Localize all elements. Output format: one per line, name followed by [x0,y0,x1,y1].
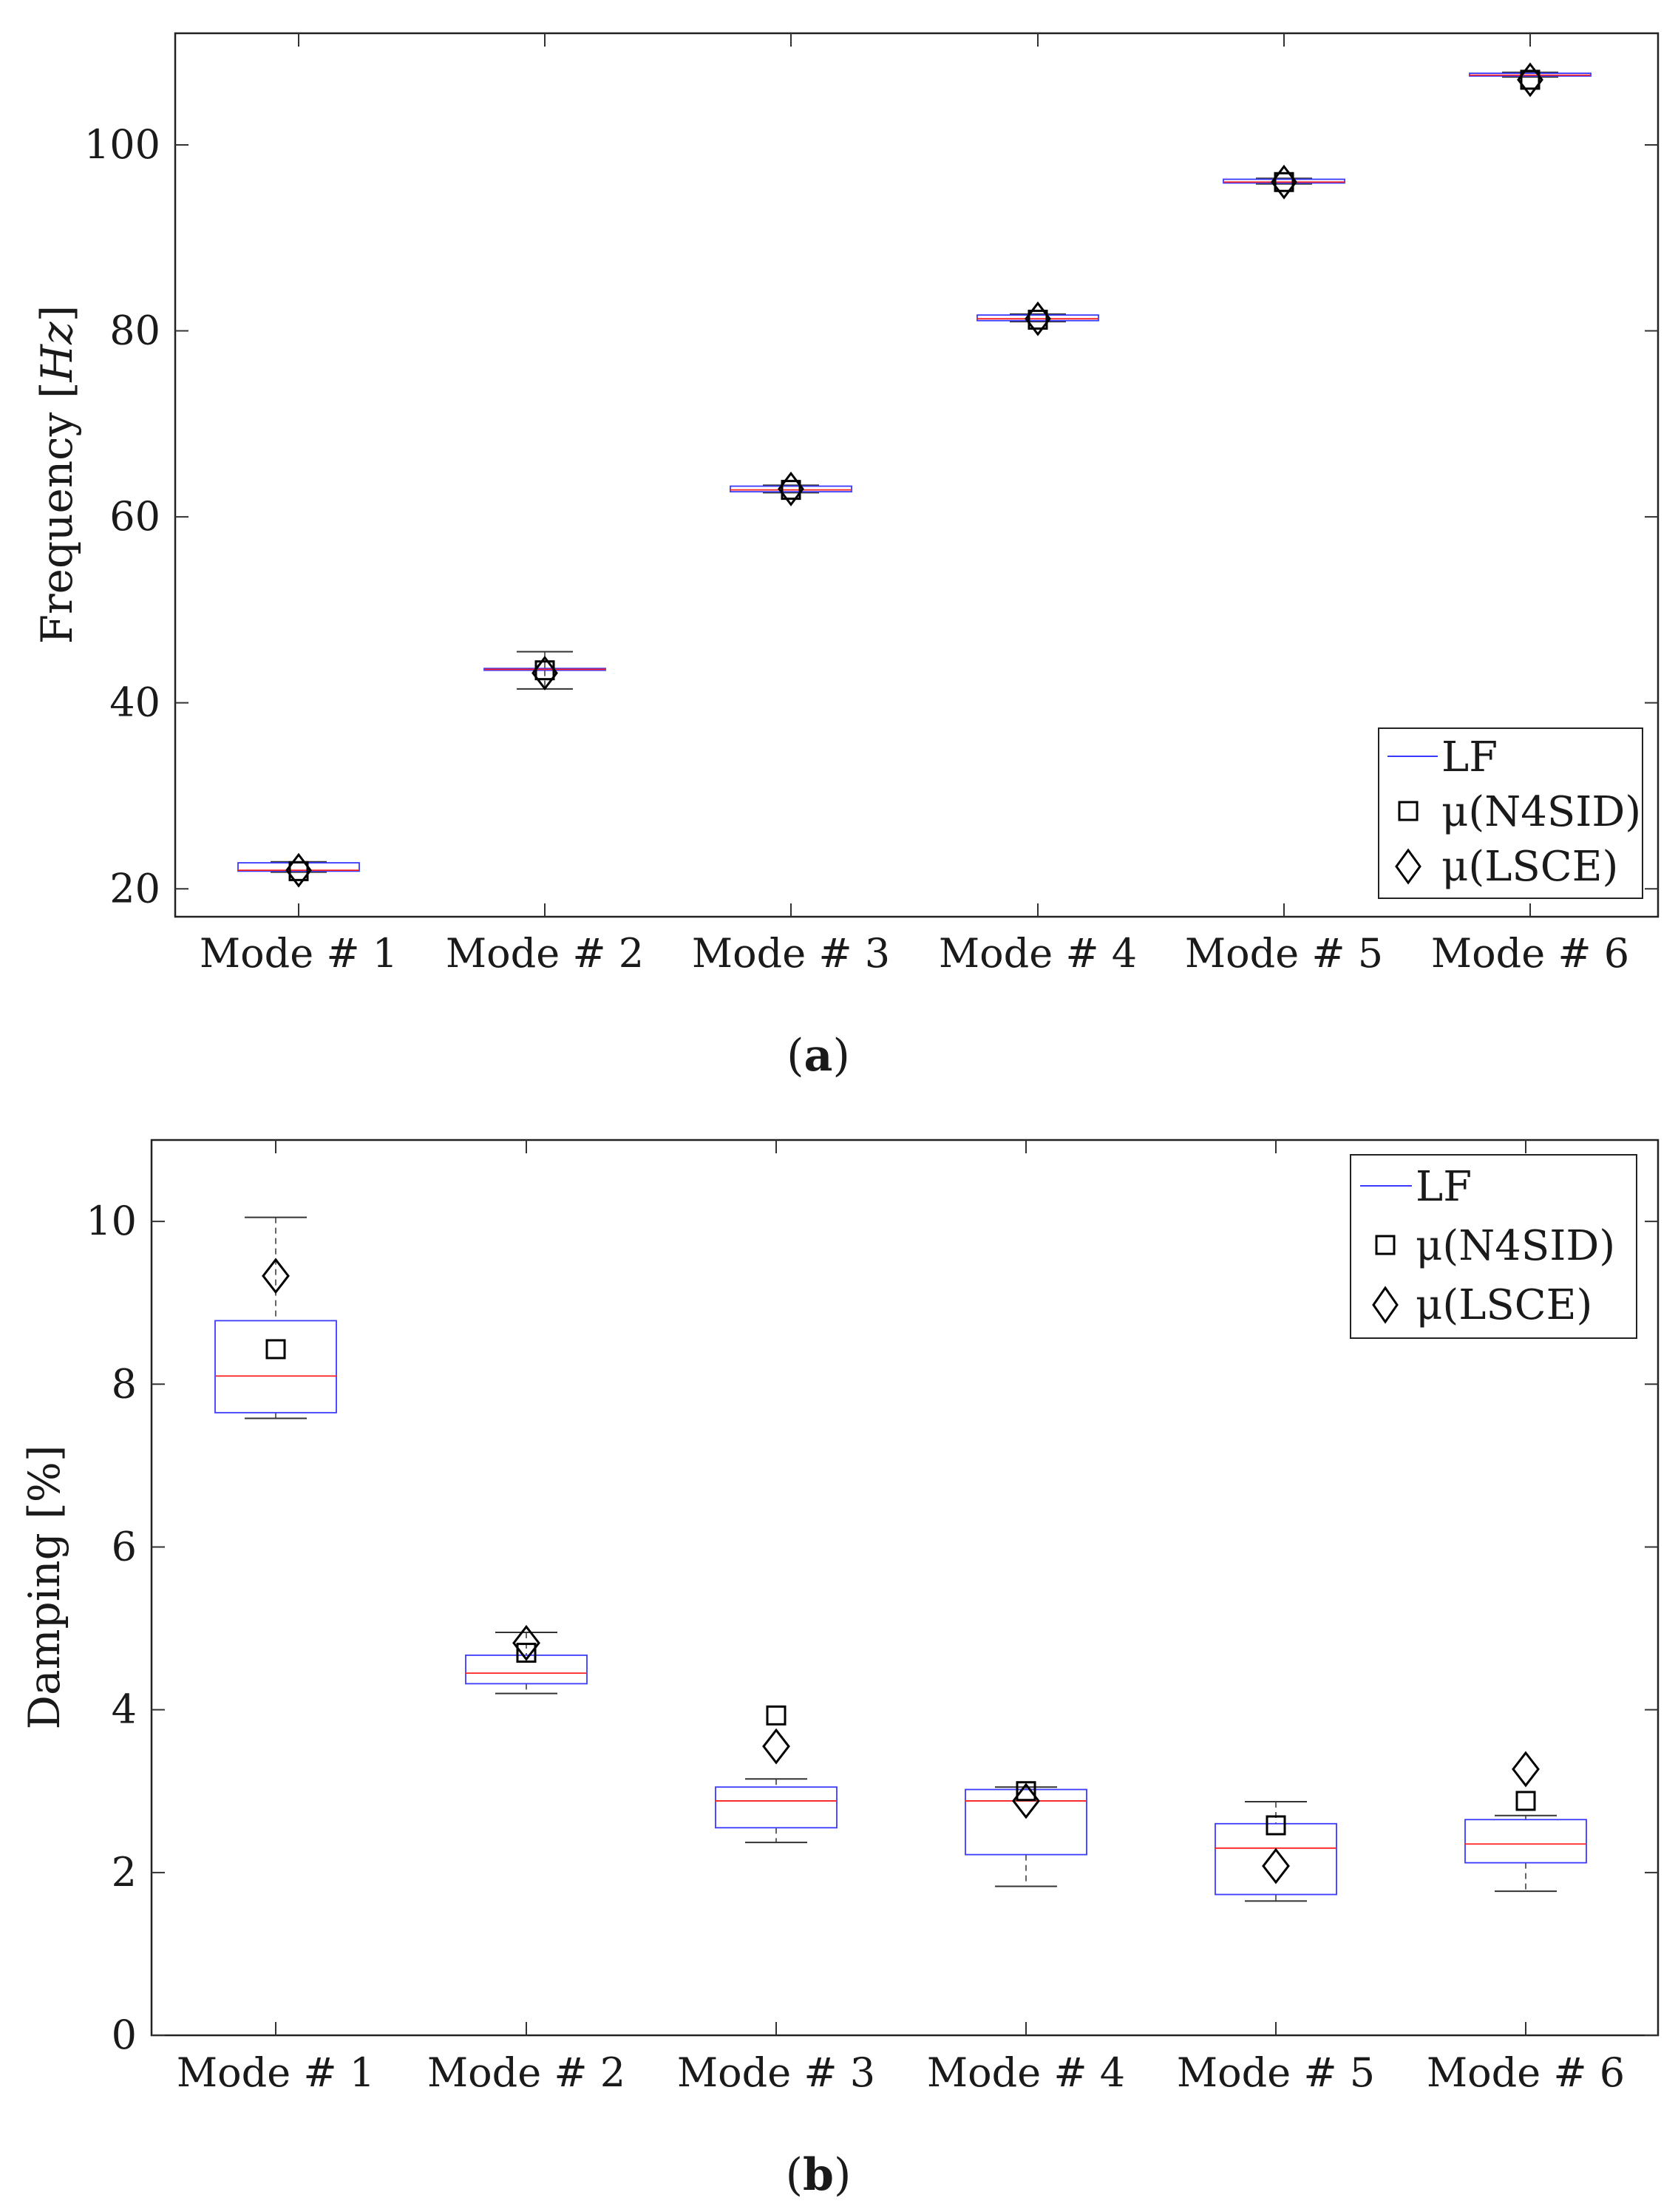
panel-a-caption: (a) [787,1030,850,1082]
panel-a-lsce-marker-mode-2 [531,655,558,691]
box-iqr [1223,178,1345,184]
box-iqr [214,1320,337,1414]
panel-b-legend-lsce-marker [1372,1286,1399,1324]
panel-b-x-tick-label: Mode # 3 [677,2049,875,2096]
panel-b-lsce-marker-mode-2 [512,1624,540,1661]
panel-b-n4sid-marker-mode-6 [1515,1791,1536,1811]
panel-b-legend-n4sid-label: μ(N4SID) [1416,1222,1615,1270]
panel-b-y-tick-label: 8 [112,1360,137,1407]
panel-b-n4sid-marker-mode-5 [1266,1815,1286,1836]
panel-a-legend-lsce-marker [1395,848,1421,885]
panel-a-box-mode-3 [730,484,852,494]
panel-a-x-tick-label: Mode # 4 [939,930,1137,977]
panel-b-markers [262,1258,1540,1884]
panel-a-lsce-marker-mode-1 [285,852,312,888]
panel-b-y-tick-label: 10 [86,1198,137,1244]
panel-b-lsce-marker-mode-5 [1262,1848,1290,1884]
box-iqr [1464,1819,1587,1864]
panel-b-legend-lf-label: LF [1416,1163,1472,1211]
panel-a-y-ticks: 20 40 60 80 100 [84,121,1658,912]
panel-a-n4sid-marker-mode-5 [1274,172,1294,192]
panel-a-x-tick-label: Mode # 5 [1185,930,1383,977]
panel-a-x-tick-label: Mode # 3 [692,930,890,977]
box-iqr [715,1786,838,1829]
panel-a-box-mode-5 [1223,177,1345,185]
panel-a-legend-n4sid-label: μ(N4SID) [1441,788,1641,836]
panel-a-n4sid-marker-mode-6 [1520,69,1541,90]
panel-b-box-mode-6 [1464,1814,1587,1893]
panel-a-x-tick-label: Mode # 2 [446,930,644,977]
panel-b-y-tick-label: 6 [112,1523,137,1570]
panel-b-lsce-marker-mode-6 [1512,1751,1540,1788]
panel-b-n4sid-marker-mode-3 [766,1705,787,1726]
panel-b-n4sid-marker-mode-2 [516,1643,537,1663]
panel-b-box-mode-2 [465,1632,588,1694]
panel-a-y-tick-label: 20 [109,865,160,912]
panel-a-lsce-marker-mode-3 [778,471,804,506]
panel-b-n4sid-marker-mode-1 [265,1339,286,1360]
panel-b-legend: LF μ(N4SID) μ(LSCE) [1350,1154,1637,1339]
panel-a-x-tick-label: Mode # 1 [200,930,398,977]
box-iqr [965,1788,1087,1856]
panel-b-lsce-marker-mode-3 [762,1728,790,1765]
panel-b-y-axis-label: Damping [%] [19,1445,69,1729]
box-iqr [465,1654,588,1685]
panel-b-legend-lsce-label: μ(LSCE) [1416,1281,1592,1329]
panel-a-legend-n4sid-marker [1398,801,1419,821]
panel-a-y-tick-label: 80 [109,308,160,354]
panel-b-damping: 0 2 4 6 8 10 Mode # 1 Mode # 2 Mode # 3 Mode # 4… [19,1139,1660,2201]
panel-b-lsce-marker-mode-4 [1012,1782,1040,1819]
box-iqr [1215,1822,1337,1896]
panel-a-x-tick-label: Mode # 6 [1431,930,1629,977]
panel-b-x-tick-label: Mode # 2 [427,2049,625,2096]
panel-b-caption: (b) [786,2149,852,2201]
panel-a-boxes [237,71,1592,873]
panel-a-y-tick-label: 40 [109,679,160,726]
panel-b-x-tick-label: Mode # 6 [1427,2049,1625,2096]
panel-a-y-tick-label: 100 [84,121,160,168]
panel-a-n4sid-marker-mode-3 [781,480,801,501]
panel-a-y-tick-label: 60 [109,493,160,540]
panel-a-markers [285,62,1543,888]
panel-a-n4sid-marker-mode-4 [1027,309,1048,330]
panel-a-y-axis-label: Frequency [Hz] [32,305,82,645]
panel-b-x-tick-label: Mode # 1 [177,2049,375,2096]
panel-b-y-tick-label: 0 [112,2012,137,2058]
panel-b-x-tick-label: Mode # 5 [1177,2049,1375,2096]
panel-b-x-ticks: Mode # 1 Mode # 2 Mode # 3 Mode # 4 Mode # 5… [177,1140,1625,2096]
panel-b-legend-box [1350,1154,1637,1339]
panel-b-n4sid-marker-mode-4 [1016,1781,1036,1802]
panel-b-x-tick-label: Mode # 4 [927,2049,1125,2096]
panel-b-box-mode-3 [715,1778,838,1844]
panel-a-box-mode-6 [1469,71,1592,78]
panel-a-lsce-marker-mode-5 [1271,164,1297,200]
panel-b-y-tick-label: 2 [112,1849,137,1896]
panel-a-x-ticks: Mode # 1 Mode # 2 Mode # 3 Mode # 4 Mode # 5… [200,33,1629,977]
panel-a-lsce-marker-mode-4 [1025,301,1051,336]
panel-b-boxes [214,1216,1587,1902]
panel-a-n4sid-marker-mode-1 [288,861,309,881]
panel-b-y-tick-label: 4 [112,1686,137,1733]
panel-a-legend: LF μ(N4SID) μ(LSCE) [1378,727,1643,899]
panel-b-lsce-marker-mode-1 [262,1258,290,1295]
panel-b-box-mode-1 [214,1216,337,1419]
box-iqr [730,485,852,493]
box-iqr [976,314,1099,322]
panel-a-lsce-marker-mode-6 [1517,62,1543,98]
panel-a-legend-lsce-label: μ(LSCE) [1441,843,1618,891]
panel-b-legend-n4sid-marker [1375,1235,1396,1255]
panel-a-box-mode-4 [976,313,1099,322]
panel-b-y-ticks: 0 2 4 6 8 10 [86,1198,1658,2058]
panel-a-legend-lf-label: LF [1441,733,1498,781]
